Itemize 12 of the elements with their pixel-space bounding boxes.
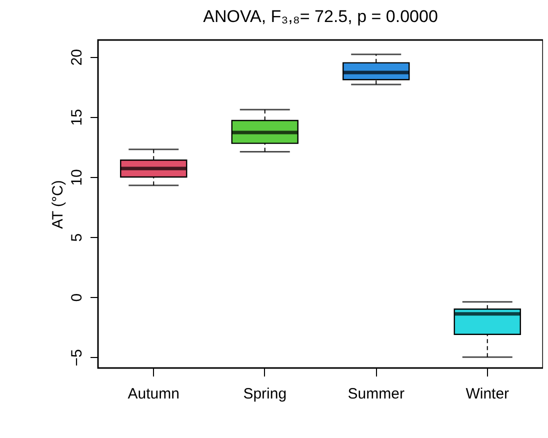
y-tick-label: 15 <box>68 109 86 126</box>
chart-title: ANOVA, F₃,₈= 72.5, p = 0.0000 <box>203 7 438 26</box>
x-tick-label: Summer <box>348 386 404 402</box>
y-tick-label: −5 <box>68 349 86 366</box>
x-tick-label: Autumn <box>128 386 180 402</box>
x-tick-label: Spring <box>243 386 287 402</box>
y-tick-label: 5 <box>68 233 86 242</box>
y-axis-title: AT (°C) <box>50 180 66 229</box>
x-tick-label: Winter <box>466 386 510 402</box>
y-tick-label: 10 <box>68 169 86 186</box>
y-tick-label: 0 <box>68 293 86 302</box>
y-tick-label: 20 <box>68 48 86 66</box>
